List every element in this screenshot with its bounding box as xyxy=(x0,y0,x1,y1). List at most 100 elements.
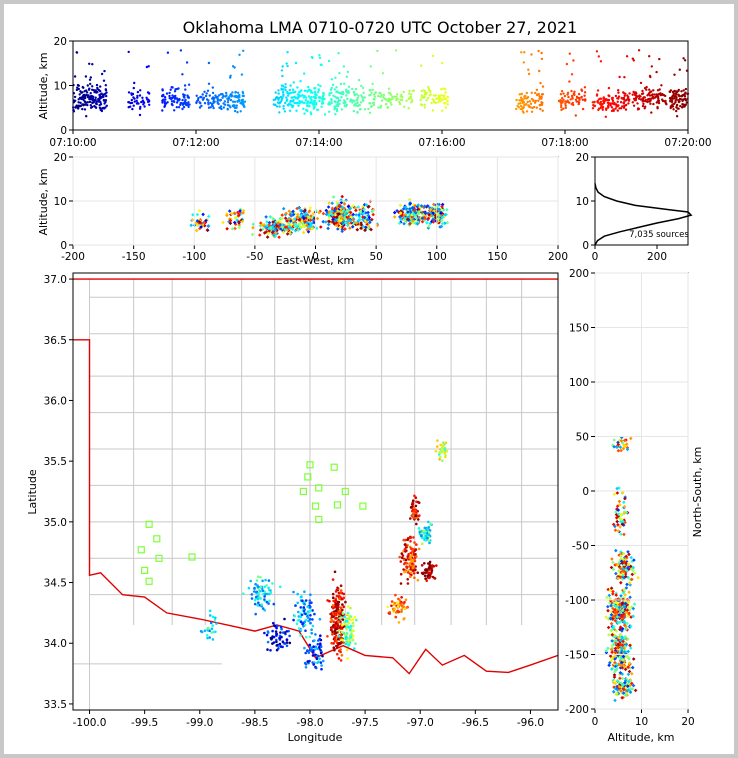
source-point xyxy=(177,106,181,109)
tick-label: -150 xyxy=(565,650,589,662)
source-point xyxy=(304,612,307,616)
source-point xyxy=(309,646,313,649)
source-point xyxy=(198,106,202,109)
source-point xyxy=(673,97,676,100)
source-point xyxy=(334,76,337,80)
source-point xyxy=(392,215,397,219)
source-point xyxy=(298,214,302,219)
source-point xyxy=(308,227,312,231)
tick-label: -99.0 xyxy=(186,717,213,729)
source-point xyxy=(412,516,415,519)
source-point xyxy=(374,91,377,95)
source-point xyxy=(283,212,288,217)
source-point xyxy=(351,204,355,208)
source-point xyxy=(331,612,335,615)
source-point xyxy=(279,625,283,629)
source-point xyxy=(627,102,630,105)
source-point xyxy=(263,590,267,594)
source-point xyxy=(607,104,610,107)
source-point xyxy=(301,225,305,229)
source-point xyxy=(652,89,655,92)
source-point xyxy=(416,212,421,216)
source-point xyxy=(440,447,444,451)
source-point xyxy=(338,203,342,208)
source-point xyxy=(391,96,394,99)
source-point xyxy=(619,554,623,558)
source-point xyxy=(341,90,345,94)
source-point xyxy=(334,631,337,635)
source-point xyxy=(630,681,634,686)
source-point xyxy=(316,654,320,658)
source-point xyxy=(72,108,75,112)
source-point xyxy=(367,224,371,228)
source-point xyxy=(621,519,625,524)
source-point xyxy=(127,106,130,109)
source-point xyxy=(336,209,341,214)
source-point xyxy=(177,87,180,90)
source-point xyxy=(610,106,614,109)
source-point xyxy=(420,219,425,224)
source-point xyxy=(292,98,295,102)
source-point xyxy=(306,660,310,663)
source-point xyxy=(290,227,295,231)
source-point xyxy=(673,89,676,93)
altitude-east-west-xlabel: East-West, km xyxy=(276,254,354,267)
source-point xyxy=(214,616,217,620)
source-point xyxy=(421,210,426,215)
source-point xyxy=(334,609,338,612)
source-point xyxy=(407,553,410,556)
source-point xyxy=(310,628,313,631)
source-point xyxy=(533,105,536,109)
source-point xyxy=(617,89,620,92)
source-point xyxy=(610,557,614,561)
source-point xyxy=(272,233,276,237)
source-point xyxy=(387,87,391,90)
source-point xyxy=(292,618,295,622)
source-point xyxy=(332,620,336,624)
source-point xyxy=(620,441,625,445)
source-point xyxy=(287,221,292,225)
source-point xyxy=(289,84,292,87)
source-point xyxy=(312,663,316,666)
source-point xyxy=(433,576,436,580)
source-point xyxy=(339,589,343,592)
source-point xyxy=(604,115,607,119)
source-point xyxy=(181,98,184,102)
source-point xyxy=(259,589,262,593)
source-point xyxy=(426,204,430,208)
source-point xyxy=(321,96,324,99)
source-point xyxy=(282,631,285,634)
source-point xyxy=(237,225,242,230)
source-point xyxy=(317,210,321,215)
source-point xyxy=(577,96,581,100)
source-point xyxy=(336,600,340,604)
source-point xyxy=(208,609,212,613)
source-point xyxy=(132,86,135,90)
source-point xyxy=(396,605,400,608)
source-point xyxy=(278,219,282,224)
source-point xyxy=(541,101,544,105)
source-point xyxy=(614,510,618,514)
source-point xyxy=(368,111,372,115)
source-point xyxy=(198,221,203,225)
source-point xyxy=(564,104,567,108)
source-point xyxy=(209,621,213,625)
source-point xyxy=(429,522,432,526)
source-point xyxy=(285,641,289,644)
source-point xyxy=(413,576,416,579)
source-point xyxy=(401,207,406,211)
source-point xyxy=(595,94,599,97)
source-point xyxy=(336,646,339,649)
source-point xyxy=(235,96,238,99)
source-point xyxy=(670,100,673,103)
source-point xyxy=(663,100,667,103)
source-point xyxy=(319,651,323,655)
source-point xyxy=(274,625,277,628)
source-point xyxy=(342,596,346,600)
source-point xyxy=(521,101,524,105)
source-point xyxy=(205,98,209,101)
source-point xyxy=(286,226,291,230)
source-point xyxy=(265,584,269,587)
source-point xyxy=(333,570,337,574)
